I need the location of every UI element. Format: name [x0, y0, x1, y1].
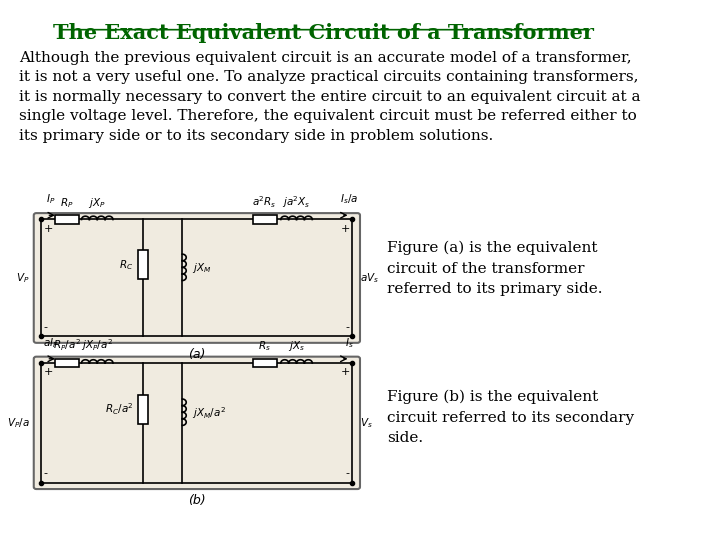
Text: $jX_P/a^2$: $jX_P/a^2$	[81, 338, 113, 354]
Text: Figure (a) is the equivalent
circuit of the transformer
referred to its primary : Figure (a) is the equivalent circuit of …	[387, 241, 603, 296]
Bar	[138, 250, 148, 279]
Text: $R_P/a^2$: $R_P/a^2$	[53, 338, 81, 354]
Bar	[138, 395, 148, 424]
Text: $aV_s$: $aV_s$	[360, 271, 379, 285]
FancyBboxPatch shape	[34, 213, 360, 343]
Text: $jX_s$: $jX_s$	[288, 340, 305, 354]
Text: -: -	[44, 322, 48, 332]
Text: $R_P$: $R_P$	[60, 196, 73, 210]
Text: $jX_P$: $jX_P$	[89, 196, 106, 210]
Text: $V_P/a$: $V_P/a$	[7, 416, 30, 430]
Text: $V_P$: $V_P$	[17, 271, 30, 285]
Text: $jX_M/a^2$: $jX_M/a^2$	[192, 406, 225, 421]
Text: Although the previous equivalent circuit is an accurate model of a transformer,
: Although the previous equivalent circuit…	[19, 51, 641, 143]
Text: +: +	[44, 367, 53, 377]
Text: $a^2R_s$: $a^2R_s$	[253, 194, 277, 210]
Text: -: -	[346, 322, 350, 332]
Bar	[55, 215, 78, 224]
Bar	[253, 359, 277, 367]
Text: +: +	[341, 224, 350, 234]
Text: $ja^2X_s$: $ja^2X_s$	[282, 194, 311, 210]
Text: $jX_M$: $jX_M$	[192, 261, 211, 275]
Text: (a): (a)	[188, 348, 206, 361]
Bar	[253, 215, 277, 224]
Text: +: +	[341, 367, 350, 377]
Text: $I_s/a$: $I_s/a$	[340, 192, 359, 206]
Text: $R_C/a^2$: $R_C/a^2$	[104, 402, 133, 417]
Text: Figure (b) is the equivalent
circuit referred to its secondary
side.: Figure (b) is the equivalent circuit ref…	[387, 390, 634, 445]
Text: (b): (b)	[188, 494, 206, 508]
Bar	[55, 359, 78, 367]
Text: The Exact Equivalent Circuit of a Transformer: The Exact Equivalent Circuit of a Transf…	[53, 23, 594, 43]
Text: $V_s$: $V_s$	[360, 416, 373, 430]
Text: $R_C$: $R_C$	[120, 258, 133, 272]
Text: -: -	[346, 468, 350, 478]
Text: $aI_P$: $aI_P$	[43, 336, 59, 350]
Text: $I_P$: $I_P$	[46, 192, 55, 206]
FancyBboxPatch shape	[34, 356, 360, 489]
Text: +: +	[44, 224, 53, 234]
Text: $R_s$: $R_s$	[258, 340, 271, 354]
Text: $I_s$: $I_s$	[345, 336, 354, 350]
Text: -: -	[44, 468, 48, 478]
